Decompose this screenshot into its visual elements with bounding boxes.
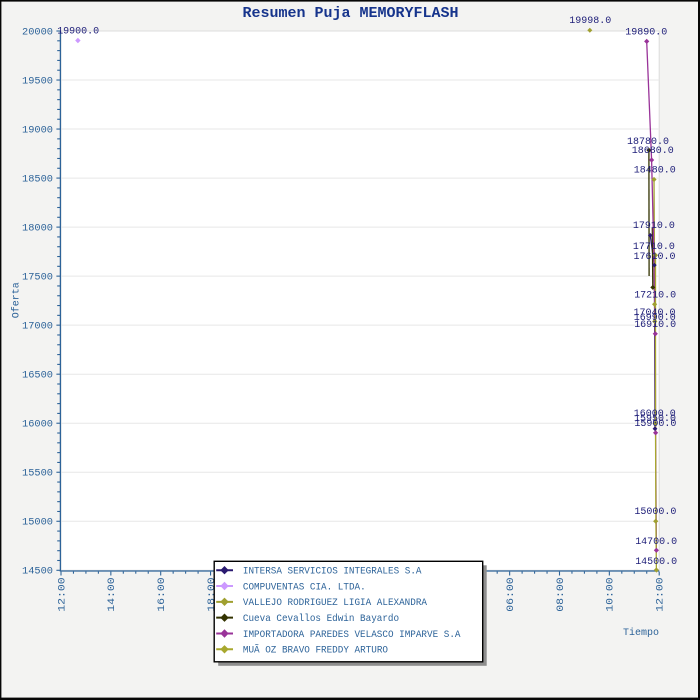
svg-text:15000.0: 15000.0 — [634, 507, 676, 518]
svg-text:16000.0: 16000.0 — [634, 409, 676, 420]
svg-text:14:00: 14:00 — [107, 577, 118, 612]
svg-text:17910.0: 17910.0 — [633, 221, 675, 232]
svg-text:MUÃ OZ BRAVO FREDDY ARTURO: MUÃ OZ BRAVO FREDDY ARTURO — [243, 644, 388, 657]
svg-text:18000: 18000 — [22, 223, 53, 234]
svg-text:17040.0: 17040.0 — [634, 308, 676, 319]
svg-text:18:00: 18:00 — [207, 577, 218, 612]
svg-text:Resumen Puja MEMORYFLASH: Resumen Puja MEMORYFLASH — [243, 5, 459, 22]
svg-text:COMPUVENTAS CIA. LTDA.: COMPUVENTAS CIA. LTDA. — [243, 581, 366, 593]
svg-text:19900.0: 19900.0 — [57, 27, 99, 38]
svg-text:16500: 16500 — [22, 370, 53, 381]
svg-text:15900.0: 15900.0 — [634, 419, 676, 430]
svg-text:18780.0: 18780.0 — [627, 137, 669, 148]
svg-text:16910.0: 16910.0 — [634, 320, 676, 331]
svg-text:19000: 19000 — [22, 125, 53, 136]
svg-text:17610.0: 17610.0 — [634, 252, 676, 263]
svg-text:Tiempo: Tiempo — [623, 627, 659, 639]
svg-text:06:00: 06:00 — [506, 577, 517, 612]
svg-text:12:00: 12:00 — [656, 577, 667, 612]
svg-text:IMPORTADORA PAREDES VELASCO IM: IMPORTADORA PAREDES VELASCO IMPARVE S.A — [243, 629, 461, 641]
svg-text:Cueva Cevallos Edwin Bayardo: Cueva Cevallos Edwin Bayardo — [243, 613, 399, 625]
svg-text:18480.0: 18480.0 — [634, 165, 676, 176]
svg-text:16000: 16000 — [22, 420, 53, 431]
svg-text:10:00: 10:00 — [606, 577, 617, 612]
svg-text:15500: 15500 — [22, 469, 53, 480]
svg-text:17710.0: 17710.0 — [633, 242, 675, 253]
svg-text:19890.0: 19890.0 — [625, 27, 667, 38]
svg-text:19998.0: 19998.0 — [569, 16, 611, 27]
svg-text:VALLEJO RODRIGUEZ LIGIA ALEXAN: VALLEJO RODRIGUEZ LIGIA ALEXANDRA — [243, 597, 428, 609]
svg-text:15950.0: 15950.0 — [634, 414, 676, 425]
svg-text:15000: 15000 — [22, 518, 53, 529]
svg-text:INTERSA SERVICIOS INTEGRALES S: INTERSA SERVICIOS INTEGRALES S.A — [243, 566, 422, 578]
svg-text:16:00: 16:00 — [157, 577, 168, 612]
svg-text:16990.0: 16990.0 — [634, 313, 676, 324]
svg-text:18500: 18500 — [22, 174, 53, 185]
svg-text:17500: 17500 — [22, 272, 53, 283]
svg-text:17000: 17000 — [22, 321, 53, 332]
svg-text:14500.0: 14500.0 — [635, 557, 677, 568]
svg-text:Oferta: Oferta — [11, 282, 23, 318]
svg-text:17210.0: 17210.0 — [634, 291, 676, 302]
svg-text:18680.0: 18680.0 — [632, 146, 674, 157]
svg-text:20000: 20000 — [22, 27, 53, 38]
svg-text:12:00: 12:00 — [57, 577, 68, 612]
svg-text:19500: 19500 — [22, 76, 53, 87]
svg-text:08:00: 08:00 — [556, 577, 567, 612]
svg-text:14500: 14500 — [22, 567, 53, 578]
svg-text:14700.0: 14700.0 — [635, 537, 677, 548]
